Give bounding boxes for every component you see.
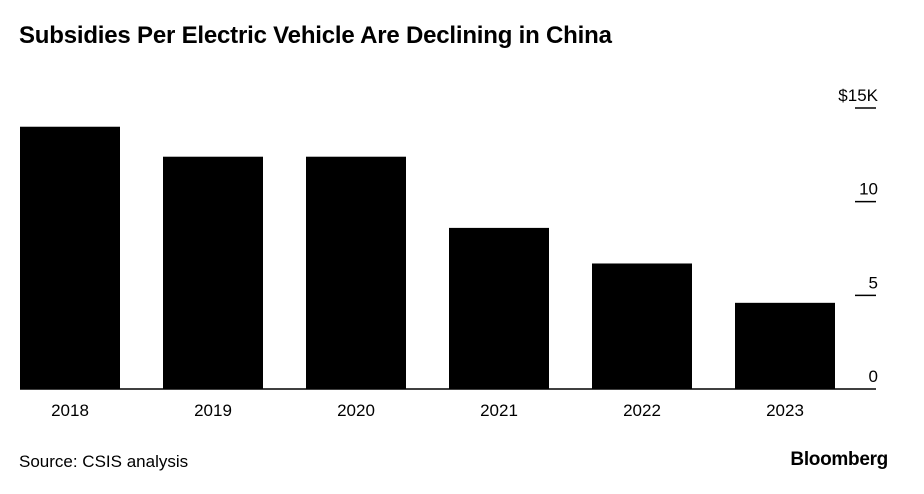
y-tick-label: 0 bbox=[869, 367, 878, 386]
x-axis-labels: 2018 2019 2020 2021 2022 2023 bbox=[51, 401, 804, 420]
y-tick-label: 10 bbox=[859, 180, 878, 199]
x-tick-label-2019: 2019 bbox=[194, 401, 232, 420]
y-tick-label: 5 bbox=[869, 273, 878, 292]
y-axis: 0 5 10 $15K bbox=[838, 86, 878, 386]
bar-chart: 2018 2019 2020 2021 2022 2023 0 5 10 $15K bbox=[20, 86, 879, 420]
bar-2020 bbox=[306, 156, 406, 389]
x-tick-label-2022: 2022 bbox=[623, 401, 661, 420]
x-tick-label-2021: 2021 bbox=[480, 401, 518, 420]
source-note: Source: CSIS analysis bbox=[19, 452, 189, 471]
bloomberg-logo: Bloomberg bbox=[790, 449, 888, 470]
chart-title: Subsidies Per Electric Vehicle Are Decli… bbox=[19, 22, 612, 49]
bar-2021 bbox=[449, 227, 549, 389]
x-tick-label-2018: 2018 bbox=[51, 401, 89, 420]
bar-2022 bbox=[592, 263, 692, 389]
y-tick-label: $15K bbox=[838, 86, 878, 105]
bars-group bbox=[20, 126, 835, 389]
bar-2019 bbox=[163, 156, 263, 389]
x-tick-label-2023: 2023 bbox=[766, 401, 804, 420]
bar-2023 bbox=[735, 302, 835, 389]
x-tick-label-2020: 2020 bbox=[337, 401, 375, 420]
bar-2018 bbox=[20, 126, 120, 389]
